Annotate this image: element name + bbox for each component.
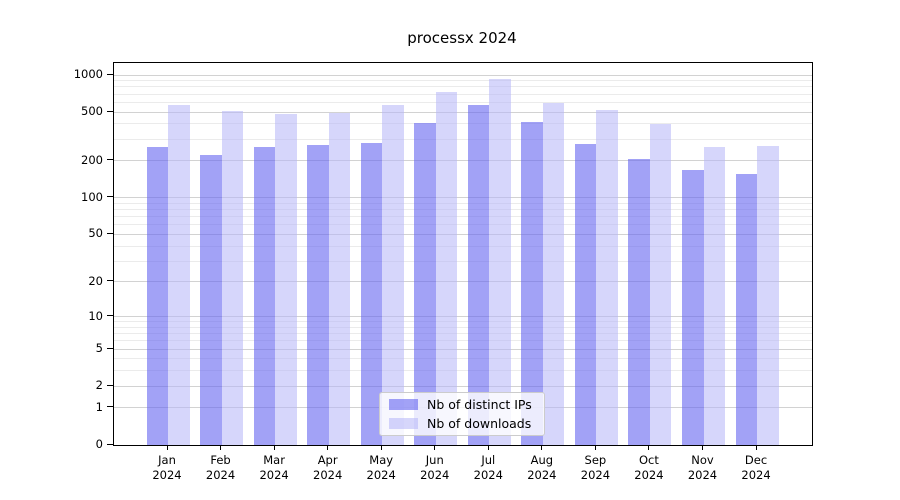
legend-label-downloads: Nb of downloads — [427, 416, 532, 431]
major-gridline — [114, 316, 812, 318]
bar-downloads-dec — [757, 145, 779, 445]
major-gridline — [114, 348, 812, 350]
bar-downloads-oct — [649, 123, 672, 445]
minor-gridline — [114, 370, 812, 372]
y-tick-label: 2 — [95, 378, 103, 393]
bar-distinct-ips-nov — [682, 169, 704, 445]
major-gridline — [114, 197, 812, 199]
bar-downloads-jan — [168, 105, 190, 445]
bar-downloads-jul — [489, 79, 511, 445]
major-gridline — [114, 111, 812, 113]
bar-downloads-mar — [275, 113, 297, 445]
minor-gridline — [114, 245, 812, 247]
bar-distinct-ips-oct — [628, 159, 650, 445]
x-tick-label: May 2024 — [366, 453, 396, 482]
bar-distinct-ips-mar — [253, 146, 276, 445]
y-tick-label: 200 — [81, 152, 103, 167]
legend-label-distinct-ips: Nb of distinct IPs — [427, 397, 532, 412]
y-tick-label: 500 — [81, 104, 103, 119]
x-tick-label: Apr 2024 — [313, 453, 343, 482]
minor-gridline — [114, 260, 812, 262]
bar-distinct-ips-jul — [467, 105, 490, 445]
y-tick-label: 100 — [81, 189, 103, 204]
y-tick-label: 10 — [88, 308, 103, 323]
x-tick-label: Feb 2024 — [205, 453, 236, 482]
bar-downloads-feb — [221, 110, 244, 445]
minor-gridline — [114, 202, 812, 204]
bar-downloads-nov — [703, 146, 725, 445]
y-tick-label: 50 — [88, 226, 103, 241]
bar-distinct-ips-may — [360, 143, 383, 445]
x-tick-label: Sep 2024 — [580, 453, 611, 482]
bar-downloads-may — [382, 104, 404, 445]
x-tick-label: Nov 2024 — [687, 453, 718, 482]
y-tick-label: 1000 — [73, 67, 103, 81]
y-tick-label: 5 — [95, 341, 103, 356]
x-tick-label: Oct 2024 — [634, 453, 664, 482]
minor-gridline — [114, 326, 812, 328]
bar-downloads-sep — [596, 110, 618, 445]
x-tick-label: Aug 2024 — [527, 453, 557, 482]
minor-gridline — [114, 86, 812, 88]
minor-gridline — [114, 138, 812, 140]
bar-distinct-ips-aug — [521, 121, 543, 445]
x-tick-label: Jul 2024 — [473, 453, 503, 482]
x-tick-label: Jan 2024 — [152, 453, 182, 482]
bar-downloads-apr — [328, 112, 351, 445]
y-tick-label: 20 — [88, 273, 103, 288]
x-tick-label: Jun 2024 — [420, 453, 450, 482]
x-tick-label: Dec 2024 — [741, 453, 771, 482]
minor-gridline — [114, 216, 812, 218]
y-tick-label: 1 — [95, 399, 103, 414]
minor-gridline — [114, 340, 812, 342]
bar-distinct-ips-sep — [574, 143, 597, 445]
minor-gridline — [114, 93, 812, 95]
bar-downloads-jun — [435, 92, 458, 445]
downloads-swatch — [389, 418, 418, 429]
bar-distinct-ips-jan — [146, 146, 168, 445]
x-tick-label: Mar 2024 — [259, 453, 289, 482]
legend-item-distinct-ips: Nb of distinct IPs — [389, 397, 544, 413]
minor-gridline — [114, 358, 812, 360]
major-gridline — [114, 385, 812, 387]
bar-distinct-ips-apr — [307, 144, 329, 445]
bar-distinct-ips-feb — [200, 155, 222, 445]
bar-downloads-aug — [542, 103, 565, 445]
minor-gridline — [114, 224, 812, 226]
y-tick-label: 0 — [95, 437, 103, 451]
legend-item-downloads: Nb of downloads — [389, 416, 544, 432]
major-gridline — [114, 233, 812, 235]
minor-gridline — [114, 123, 812, 125]
major-gridline — [114, 74, 812, 76]
minor-gridline — [114, 209, 812, 211]
bar-distinct-ips-jun — [414, 123, 436, 445]
minor-gridline — [114, 101, 812, 103]
major-gridline — [114, 160, 812, 162]
chart-title: processx 2024 — [407, 29, 517, 47]
plot-area — [113, 62, 813, 446]
legend: Nb of distinct IPs Nb of downloads — [379, 392, 545, 436]
minor-gridline — [114, 80, 812, 82]
minor-gridline — [114, 321, 812, 323]
minor-gridline — [114, 333, 812, 335]
bar-distinct-ips-dec — [735, 173, 758, 445]
distinct-ips-swatch — [389, 399, 418, 410]
major-gridline — [114, 281, 812, 283]
